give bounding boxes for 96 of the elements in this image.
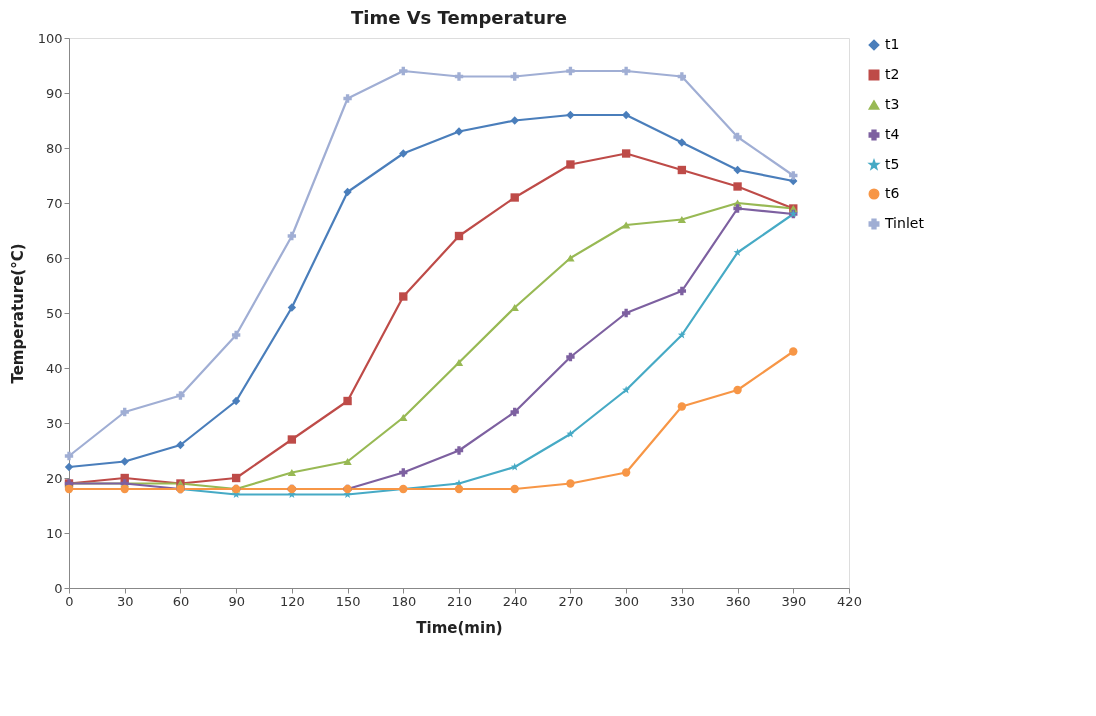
point [176, 391, 185, 400]
point [343, 396, 352, 406]
y-tick-label: 20 [45, 470, 63, 486]
point [677, 286, 687, 296]
point [287, 468, 297, 477]
point [566, 110, 575, 120]
point [510, 303, 519, 312]
point [789, 171, 798, 180]
point [510, 116, 519, 125]
x-tick-label: 180 [391, 593, 417, 609]
x-tick-label: 330 [669, 593, 695, 609]
point [566, 66, 575, 76]
point [399, 413, 408, 422]
x-tick-label: 390 [781, 593, 807, 609]
point [677, 165, 687, 175]
legend-label: t6 [885, 185, 900, 201]
x-tick-label: 300 [614, 593, 640, 609]
point [64, 462, 74, 472]
x-tick-label: 270 [558, 593, 584, 609]
point [621, 221, 631, 229]
y-tick-label: 40 [45, 360, 63, 376]
y-tick-label: 10 [45, 525, 63, 541]
legend-label: t5 [885, 156, 900, 172]
point [454, 484, 464, 494]
legend-label: t4 [885, 126, 900, 142]
x-tick-label: 0 [65, 593, 74, 609]
point [621, 468, 631, 477]
point [510, 484, 519, 494]
point [566, 479, 575, 488]
y-tick-label: 60 [45, 250, 63, 266]
point [566, 352, 575, 362]
x-tick-label: 60 [172, 593, 190, 609]
point [510, 72, 519, 81]
point [677, 138, 687, 147]
y-tick-label: 0 [54, 580, 63, 596]
point [621, 308, 631, 318]
y-tick-label: 30 [45, 415, 63, 431]
point [510, 462, 519, 471]
legend-label: t3 [885, 96, 900, 112]
x-tick-label: 120 [279, 593, 305, 609]
point [231, 473, 241, 483]
point [566, 160, 575, 169]
point [454, 446, 464, 455]
legend-label: Tinlet [884, 215, 925, 231]
point [733, 248, 742, 256]
point [621, 66, 631, 76]
point [510, 407, 519, 417]
x-tick-label: 360 [725, 593, 751, 609]
point [621, 149, 631, 158]
point [287, 303, 297, 312]
x-tick-label: 150 [335, 593, 361, 609]
x-tick-label: 90 [228, 593, 245, 609]
y-tick-label: 50 [45, 305, 63, 321]
y-tick-label: 80 [45, 140, 63, 156]
point [120, 407, 129, 417]
point [733, 385, 742, 395]
point [677, 72, 687, 81]
point [789, 347, 798, 356]
point [454, 358, 464, 367]
point [399, 149, 408, 158]
point [510, 193, 519, 202]
point [343, 187, 352, 197]
point [454, 231, 464, 241]
point [231, 396, 241, 406]
point [677, 215, 687, 224]
y-axis-title: Temperature(°C) [8, 243, 27, 384]
point [287, 231, 297, 241]
point [399, 66, 408, 76]
chart-title: Time Vs Temperature [350, 7, 568, 28]
point [733, 182, 742, 191]
x-tick-label: 210 [447, 593, 472, 609]
y-tick-label: 90 [45, 85, 63, 101]
point [120, 457, 129, 466]
point [399, 468, 408, 477]
point [287, 435, 297, 444]
point [176, 440, 185, 450]
point [343, 94, 352, 103]
y-tick-label: 100 [37, 30, 63, 46]
point [677, 402, 687, 411]
point [733, 165, 742, 175]
point [399, 292, 408, 301]
point [454, 127, 464, 136]
point [566, 254, 575, 262]
point [231, 330, 241, 340]
x-tick-label: 420 [837, 593, 862, 609]
point [733, 204, 742, 213]
x-tick-label: 30 [116, 593, 134, 609]
x-axis-title: Time(min) [416, 618, 503, 637]
x-tick-label: 240 [502, 593, 528, 609]
point [64, 451, 74, 461]
y-tick-label: 70 [45, 195, 63, 211]
point [733, 132, 742, 142]
point [454, 72, 464, 81]
legend-label: t1 [885, 36, 900, 52]
legend-label: t2 [885, 66, 900, 82]
point [343, 457, 352, 466]
